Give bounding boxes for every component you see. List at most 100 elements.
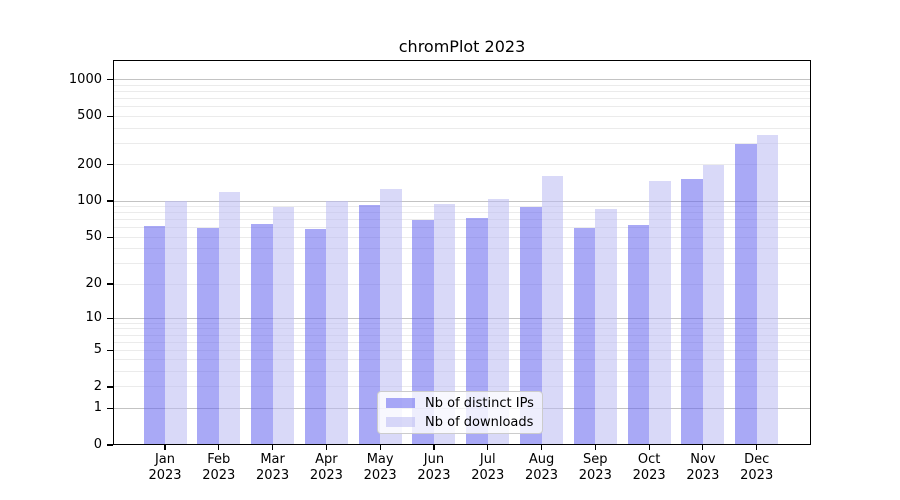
gridline-minor: [113, 328, 811, 330]
gridline-minor: [113, 106, 811, 108]
legend-item-distinct-ips: Nb of distinct IPs: [386, 395, 534, 412]
y-tick-10: [107, 317, 113, 319]
gridline-major: [113, 79, 811, 81]
y-tick-label-0: 0: [93, 437, 102, 452]
x-tick-label-line: 2023: [740, 468, 774, 483]
y-tick-label-200: 200: [77, 156, 102, 172]
gridline-minor: [113, 115, 811, 117]
bar-ips-oct: [627, 225, 650, 445]
gridline-minor: [113, 142, 811, 144]
x-tick-label-line: 2023: [524, 468, 559, 483]
bar-ips-jul: [466, 218, 488, 445]
x-tick-label-nov: Nov 2023: [663, 452, 743, 484]
bar-downloads-jul: [487, 198, 510, 445]
x-tick-label-apr: Apr 2023: [286, 452, 366, 484]
y-tick-5: [107, 349, 113, 351]
x-tick-jun: [433, 445, 435, 450]
x-tick-label-may: May 2023: [340, 452, 420, 484]
x-tick-label-line: Jul: [479, 452, 496, 467]
x-tick-label-line: 2023: [632, 468, 666, 483]
bar-downloads-aug: [541, 176, 564, 445]
y-tick-label-5: 5: [93, 342, 102, 358]
y-tick-label-10: 10: [85, 310, 102, 326]
gridline-minor: [113, 262, 811, 264]
bar-downloads-dec: [756, 135, 779, 445]
x-tick-apr: [325, 445, 327, 450]
legend-item-downloads: Nb of downloads: [386, 414, 534, 431]
bar-ips-dec: [735, 144, 757, 445]
bar-ips-jun: [412, 220, 434, 445]
x-tick-label-line: Oct: [637, 452, 661, 467]
gridline-major: [113, 317, 811, 319]
legend-swatch-distinct-ips: [386, 398, 415, 408]
gridline-minor: [113, 371, 811, 373]
chart-title: chromPlot 2023: [398, 37, 526, 56]
bar-ips-nov: [681, 178, 703, 445]
y-tick-50: [107, 236, 113, 238]
x-tick-label-feb: Feb 2023: [179, 452, 259, 484]
bar-ips-aug: [520, 207, 542, 445]
x-tick-sep: [594, 445, 596, 450]
x-tick-feb: [218, 445, 220, 450]
gridline-minor: [113, 206, 811, 208]
x-tick-label-line: 2023: [417, 468, 451, 483]
x-tick-label-line: 2023: [471, 468, 505, 483]
x-tick-label-oct: Oct 2023: [609, 452, 689, 484]
gridline-minor: [113, 334, 811, 336]
x-tick-label-aug: Aug 2023: [502, 452, 582, 484]
gridline-minor: [113, 386, 811, 388]
x-tick-label-line: Nov: [690, 452, 716, 467]
bar-downloads-jun: [433, 203, 456, 445]
x-tick-label-line: Apr: [315, 452, 338, 467]
x-tick-label-line: Aug: [528, 452, 555, 467]
gridline-major: [113, 200, 811, 202]
x-tick-label-line: Feb: [207, 452, 231, 467]
y-tick-label-20: 20: [85, 276, 102, 292]
x-tick-label-line: 2023: [202, 468, 236, 483]
x-tick-label-line: 2023: [309, 468, 343, 483]
gridline-minor: [113, 248, 811, 250]
x-tick-label-line: Dec: [744, 452, 770, 467]
x-tick-label-mar: Mar 2023: [233, 452, 313, 484]
x-tick-label-jan: Jan 2023: [125, 452, 205, 484]
gridline-minor: [113, 227, 811, 229]
bar-downloads-jan: [165, 201, 187, 445]
gridline-minor: [113, 236, 811, 238]
gridline-minor: [113, 91, 811, 93]
x-tick-may: [379, 445, 381, 450]
gridline-minor: [113, 127, 811, 129]
gridline-minor: [113, 283, 811, 285]
gridline-minor: [113, 164, 811, 166]
bar-ips-mar: [251, 223, 273, 445]
bar-downloads-sep: [595, 208, 617, 445]
y-tick-2: [107, 386, 113, 388]
x-tick-label-line: 2023: [686, 468, 720, 483]
y-tick-label-2: 2: [93, 378, 102, 394]
x-tick-label-line: Jan: [154, 452, 176, 467]
bar-downloads-mar: [272, 206, 295, 445]
x-tick-label-line: 2023: [148, 468, 182, 483]
bar-downloads-nov: [702, 164, 725, 445]
gridline-minor: [113, 349, 811, 351]
y-tick-20: [107, 283, 113, 285]
x-tick-label-line: 2023: [256, 468, 290, 483]
legend: Nb of distinct IPs Nb of downloads: [377, 391, 543, 434]
y-tick-1000: [107, 79, 113, 81]
bar-downloads-feb: [218, 191, 241, 445]
y-tick-200: [107, 164, 113, 166]
gridline-minor: [113, 212, 811, 214]
bar-downloads-may: [380, 189, 402, 445]
legend-label-distinct-ips: Nb of distinct IPs: [425, 395, 534, 411]
y-tick-100: [107, 200, 113, 202]
x-tick-label-line: Jun: [423, 452, 445, 467]
x-tick-label-line: 2023: [578, 468, 612, 483]
x-tick-mar: [271, 445, 274, 450]
x-tick-label-jun: Jun 2023: [394, 452, 474, 484]
bar-ips-may: [358, 205, 381, 445]
bar-ips-feb: [197, 227, 219, 445]
x-tick-dec: [756, 445, 758, 450]
x-tick-label-line: Sep: [583, 452, 608, 467]
x-tick-jan: [164, 445, 166, 450]
y-tick-label-1: 1: [93, 400, 102, 416]
